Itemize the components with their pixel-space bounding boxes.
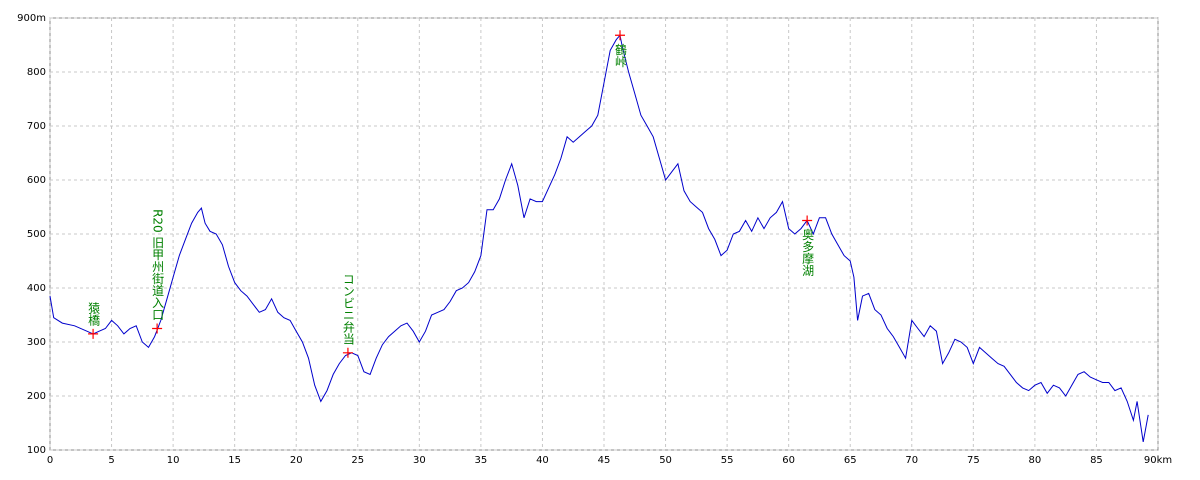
y-tick-label: 500 [27,229,46,240]
x-tick-label: 65 [844,455,857,466]
y-tick-label: 300 [27,337,46,348]
x-tick-label: 10 [167,455,180,466]
y-tick-label: 400 [27,283,46,294]
y-tick-label: 900m [17,13,46,24]
x-tick-label: 75 [967,455,980,466]
marker-label: 鶴峠 [614,42,628,67]
y-tick-label: 700 [27,121,46,132]
x-tick-label: 5 [108,455,114,466]
marker [615,30,626,41]
marker-label: 奥多摩湖 [801,228,815,276]
y-tick-label: 800 [27,67,46,78]
marker [88,328,99,339]
marker-label: R20 旧甲州街道入口 [151,209,165,320]
x-tick-label: 25 [351,455,364,466]
x-tick-label: 85 [1090,455,1103,466]
marker-label: 猿橋 [87,300,101,326]
marker-label: コンビニ弁当 [341,273,355,345]
x-tick-label: 80 [1029,455,1042,466]
x-tick-label: 50 [659,455,672,466]
x-tick-label: 30 [413,455,426,466]
x-tick-label: 20 [290,455,303,466]
x-tick-label: 90km [1144,455,1172,466]
y-tick-label: 600 [27,175,46,186]
x-tick-label: 60 [782,455,795,466]
y-tick-label: 100 [27,445,46,456]
x-tick-label: 40 [536,455,549,466]
x-tick-label: 70 [905,455,918,466]
x-tick-label: 0 [47,455,53,466]
x-tick-label: 55 [721,455,734,466]
marker [152,323,163,334]
elevation-line [49,34,1149,442]
x-tick-label: 45 [598,455,611,466]
y-tick-label: 200 [27,391,46,402]
x-tick-label: 35 [475,455,488,466]
x-tick-label: 15 [228,455,241,466]
marker [802,215,813,226]
marker [342,347,353,358]
